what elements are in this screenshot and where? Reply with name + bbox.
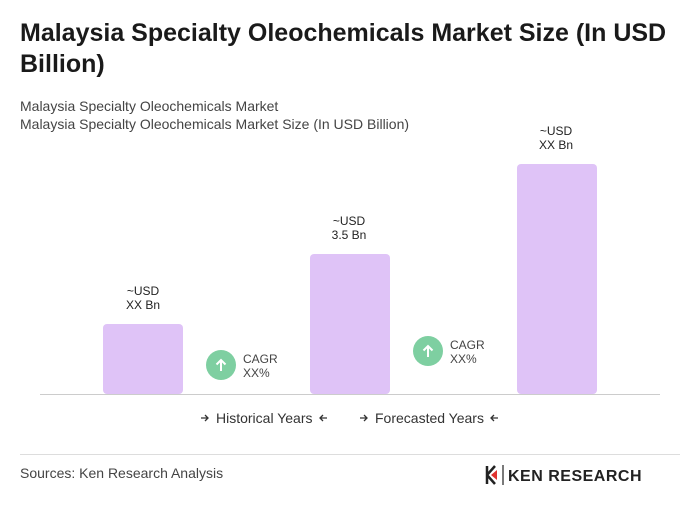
bar bbox=[517, 164, 597, 394]
logo-text: KEN RESEARCH bbox=[508, 468, 642, 485]
subtitle: Malaysia Specialty Oleochemicals Market bbox=[20, 98, 279, 114]
legend-arrow bbox=[360, 414, 368, 422]
cagr-label: CAGR bbox=[450, 338, 485, 352]
title: Malaysia Specialty Oleochemicals Market … bbox=[20, 19, 667, 78]
bar bbox=[103, 324, 183, 394]
legend-arrow bbox=[319, 414, 327, 422]
cagr-badge bbox=[206, 350, 236, 380]
bar-label: ~USD bbox=[540, 124, 573, 138]
subtitle: Malaysia Specialty Oleochemicals Market … bbox=[20, 116, 410, 132]
bar-label: ~USD bbox=[127, 284, 160, 298]
legend-arrow bbox=[490, 414, 498, 422]
legend-item: Historical Years bbox=[216, 410, 313, 426]
cagr-label: CAGR bbox=[243, 352, 278, 366]
cagr-value: XX% bbox=[450, 352, 477, 366]
cagr-badge bbox=[413, 336, 443, 366]
cagr-value: XX% bbox=[243, 366, 270, 380]
bar-label: ~USD bbox=[333, 214, 366, 228]
legend-arrow bbox=[201, 414, 209, 422]
source: Sources: Ken Research Analysis bbox=[20, 465, 223, 481]
bar-label: 3.5 Bn bbox=[332, 228, 367, 242]
bar-label: XX Bn bbox=[126, 298, 160, 312]
bar-label: XX Bn bbox=[539, 138, 573, 152]
legend-item: Forecasted Years bbox=[375, 410, 484, 426]
bar bbox=[310, 254, 390, 394]
logo: KEN RESEARCH bbox=[485, 465, 642, 485]
